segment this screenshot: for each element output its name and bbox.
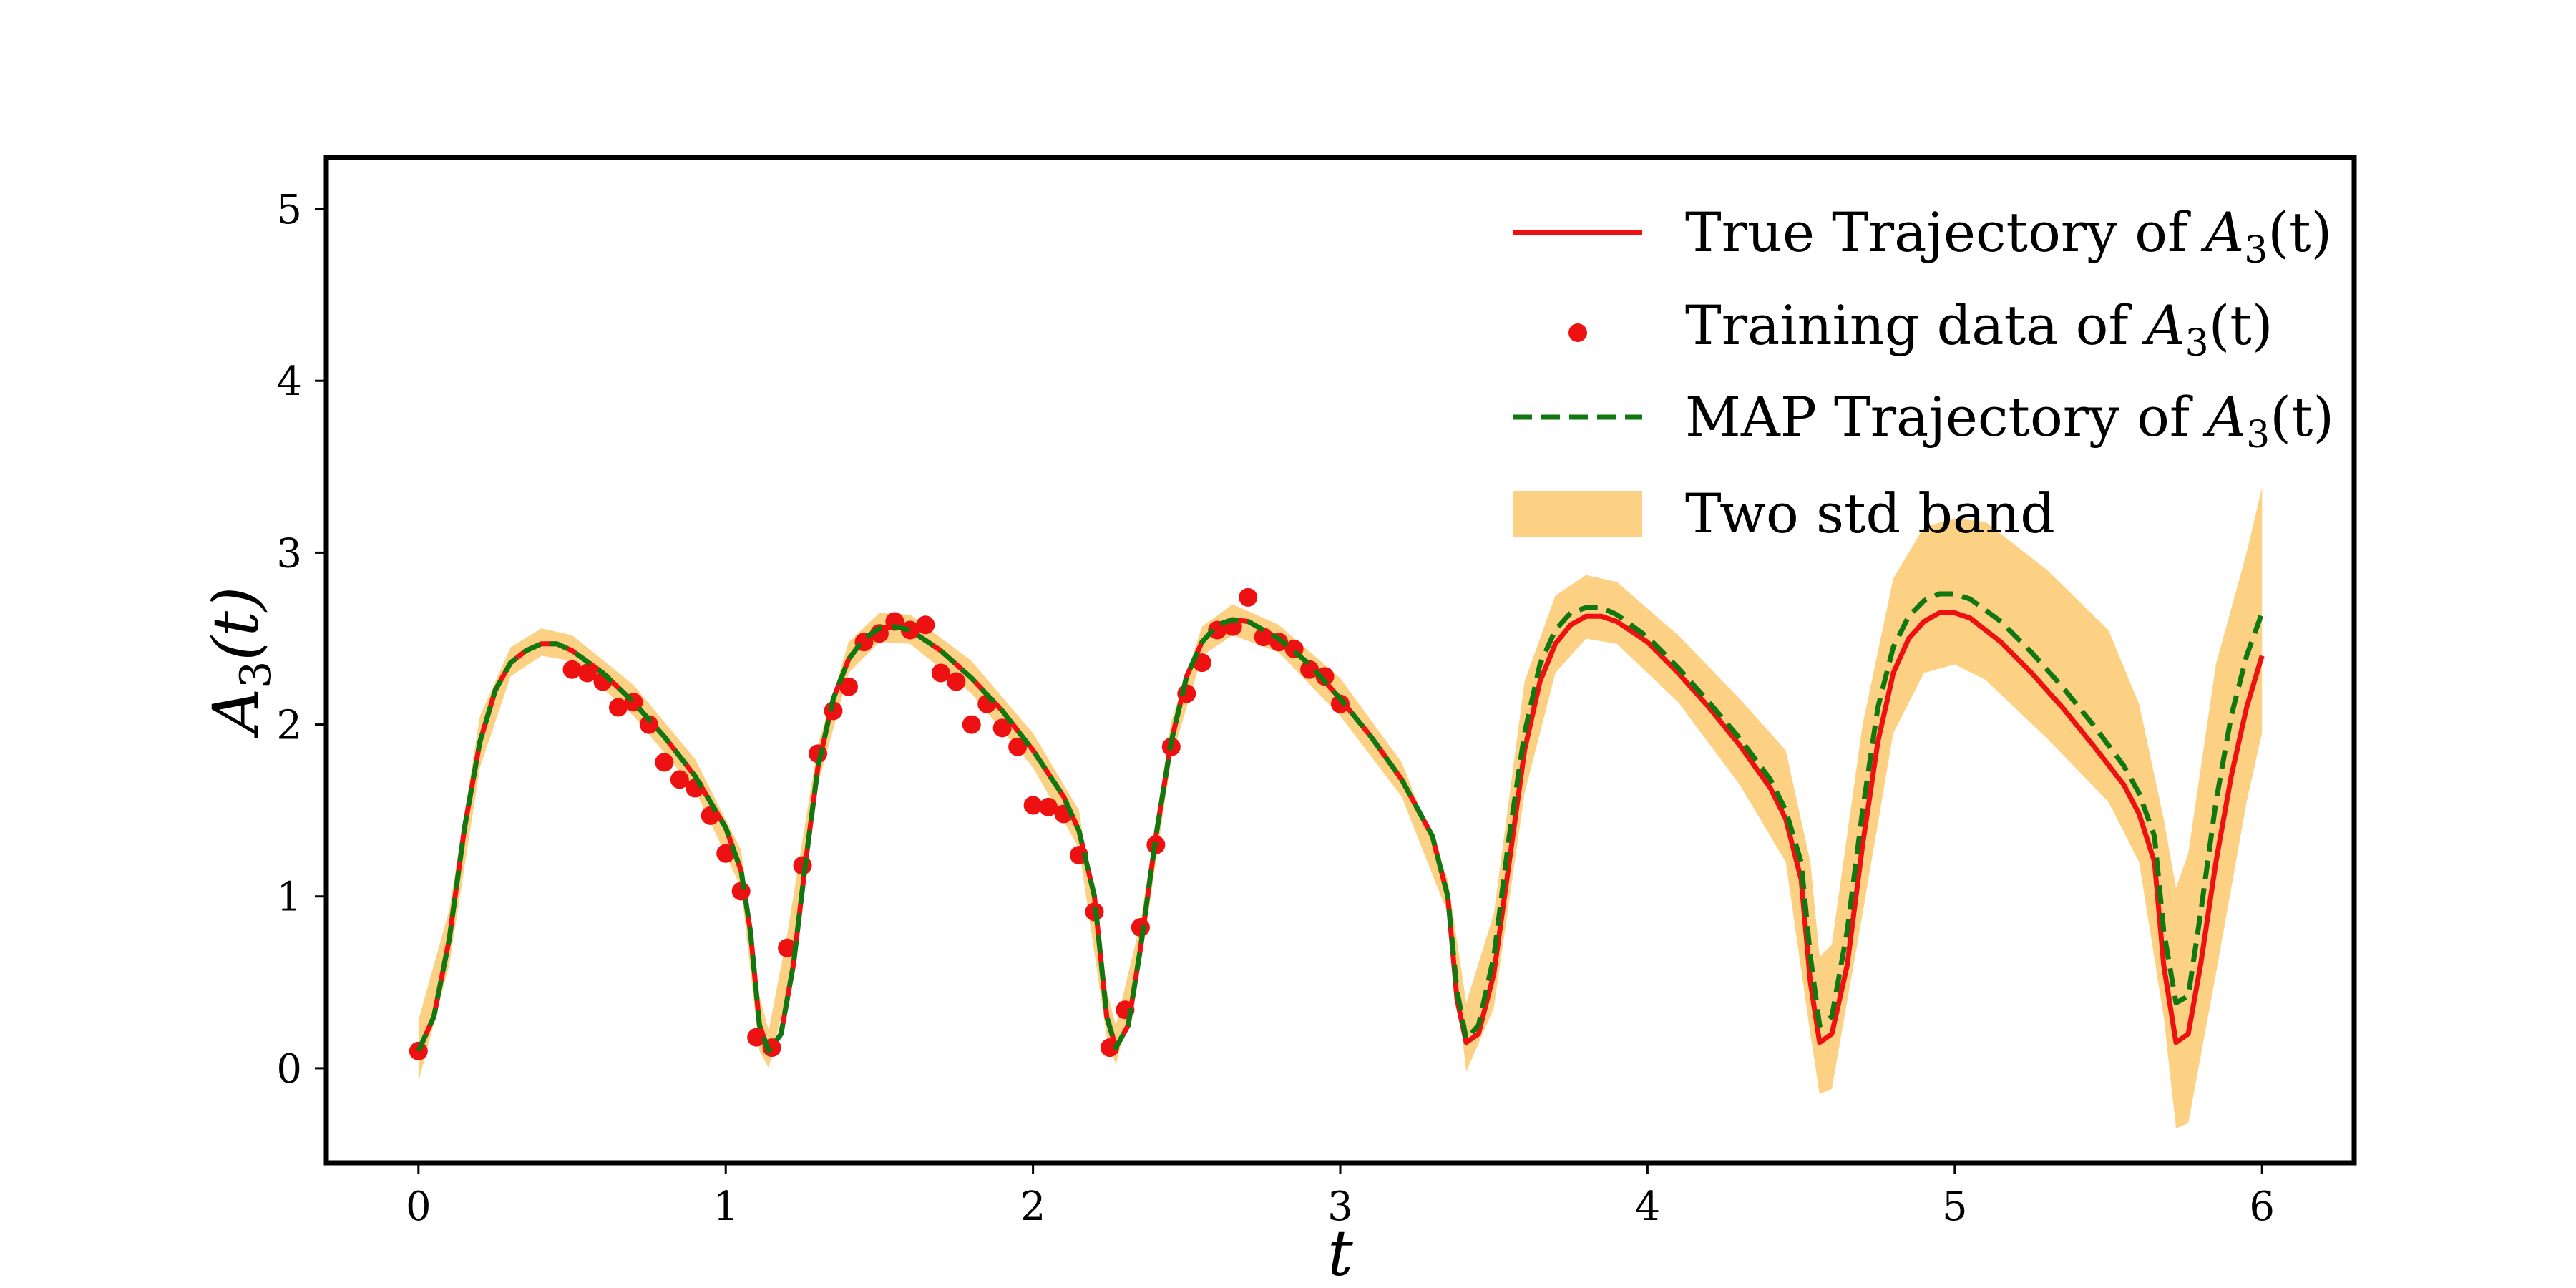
training-data-point [1300,660,1319,679]
legend-swatch [1513,491,1642,537]
y-tick-label: 1 [276,874,302,921]
training-data-point [655,753,674,772]
training-data-point [839,677,858,696]
training-data-point [562,660,582,679]
training-data-point [992,718,1012,738]
training-data-point [716,844,736,863]
legend-entry: Two std band [1513,482,2055,545]
y-tick-label: 5 [276,187,302,233]
x-tick-label: 4 [1635,1184,1661,1230]
legend-entry: True Trajectory of A3(t) [1513,200,2332,272]
training-data-point [1023,796,1043,815]
x-axis-label: t [1327,1216,1353,1288]
plot-area [409,487,2265,1128]
x-tick-label: 5 [1942,1184,1968,1230]
x-tick-label: 0 [406,1184,431,1230]
training-data-point [639,715,658,734]
training-data-point [747,1028,766,1047]
training-data-point [1254,628,1273,647]
training-data-point [916,615,935,635]
legend-entry: MAP Trajectory of A3(t) [1513,385,2334,457]
training-data-point [824,701,843,721]
training-data-layer [409,587,1350,1060]
training-data-point [670,770,689,789]
map-trajectory-layer [416,591,2265,1054]
training-data-point [778,938,797,957]
training-data-point [608,698,628,717]
legend-entry: Training data of A3(t) [1568,293,2273,365]
y-tick-label: 0 [276,1046,302,1093]
training-data-point [962,715,981,734]
training-data-point [1239,587,1258,607]
x-tick-label: 1 [713,1184,738,1230]
y-tick-label: 3 [276,530,302,577]
x-tick-label: 3 [1327,1184,1353,1230]
y-axis-label-text: A3(t) [199,587,281,739]
map-trajectory-line [416,591,2265,1054]
training-data-point [577,663,597,683]
std-band-layer [418,487,2263,1128]
training-data-point [900,620,919,640]
training-data-point [947,672,966,691]
x-tick-label: 6 [2249,1184,2275,1230]
std-band [418,487,2263,1128]
y-tick-label: 2 [276,703,302,749]
legend-label: MAP Trajectory of A3(t) [1685,385,2334,457]
legend-swatch [1568,323,1587,342]
legend: True Trajectory of A3(t) Training data of… [1513,200,2334,545]
legend-label: Two std band [1685,482,2055,545]
x-axis: 0 1 2 3 4 5 6 [406,1163,2275,1230]
legend-label: True Trajectory of A3(t) [1685,200,2332,272]
legend-label: Training data of A3(t) [1685,293,2273,365]
x-tick-label: 2 [1020,1184,1046,1230]
y-axis-label: A3(t) [199,587,281,739]
training-data-point [686,779,705,798]
training-data-point [1315,667,1335,686]
training-data-point [1331,694,1350,713]
training-data-point [1039,797,1058,816]
y-axis: 0 1 2 3 4 5 [276,187,326,1093]
training-data-point [1008,737,1028,756]
training-data-point [931,663,950,683]
training-data-point [1100,1038,1119,1058]
y-tick-label: 4 [276,358,302,405]
